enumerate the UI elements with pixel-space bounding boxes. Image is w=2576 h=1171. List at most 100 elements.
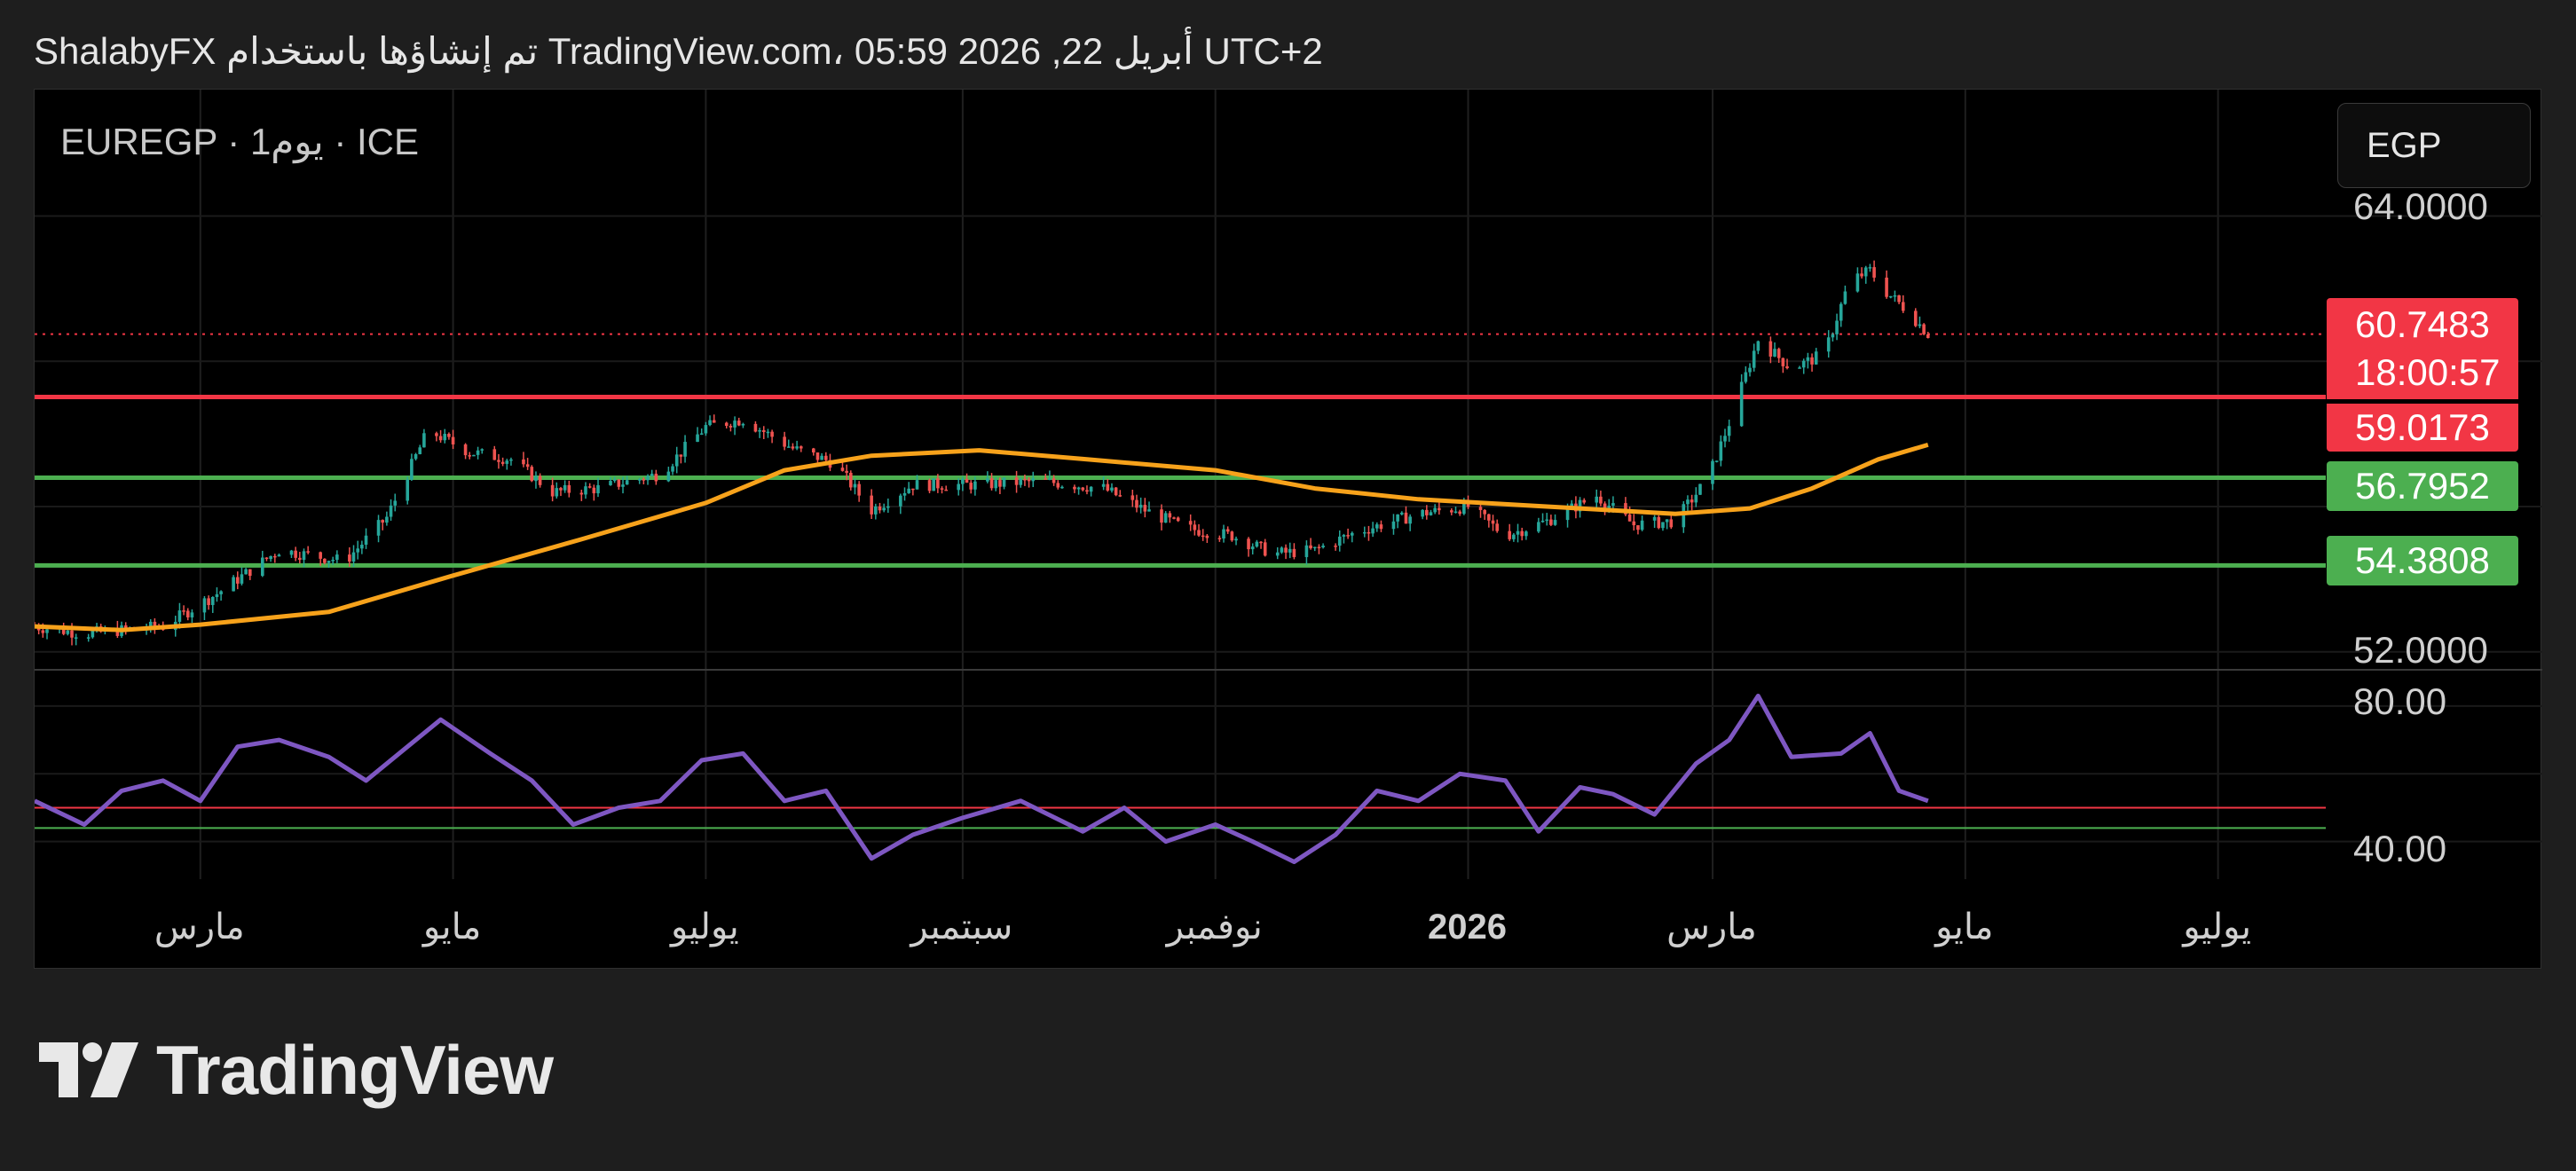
candle-body	[849, 472, 853, 488]
candle-body	[1814, 351, 1818, 365]
candle-body	[1247, 538, 1250, 550]
candle-body	[1798, 367, 1801, 369]
candle-body	[820, 455, 823, 460]
candle-body	[1193, 524, 1197, 530]
candle-body	[1019, 479, 1023, 485]
tradingview-logo[interactable]: TradingView	[39, 1031, 554, 1109]
candle-body	[1727, 426, 1731, 436]
candle-body	[596, 484, 600, 494]
candle-body	[1516, 530, 1520, 535]
candle-body	[609, 481, 612, 485]
resistance-price-tag: 59.0173	[2327, 404, 2518, 452]
candle-body	[1632, 521, 1636, 526]
candle-body	[1396, 514, 1399, 522]
candle-body	[1739, 381, 1744, 427]
candle-body	[1138, 505, 1143, 508]
time-tick-label: مايو	[422, 908, 482, 947]
candle-body	[621, 484, 625, 487]
candle-body	[1640, 520, 1644, 530]
candle-body	[406, 479, 410, 501]
candle-body	[1379, 524, 1383, 530]
candle-body	[1636, 525, 1640, 530]
candle-body	[1425, 509, 1429, 515]
candle-body	[1160, 509, 1163, 523]
candle-body	[1582, 499, 1587, 503]
candle-body	[232, 577, 235, 592]
chart-attribution-header: ShalabyFX تم إنشاؤها باستخدام TradingVie…	[34, 30, 1323, 72]
candle-body	[1682, 504, 1686, 528]
price-tick-label: 52.0000	[2353, 629, 2488, 671]
candle-body	[1081, 487, 1085, 491]
candle-body	[1114, 487, 1118, 496]
candle-body	[1367, 531, 1371, 534]
candle-body	[1225, 529, 1230, 532]
candle-body	[1259, 541, 1263, 544]
candle-body	[1462, 501, 1466, 515]
candle-body	[758, 429, 761, 432]
candle-body	[1863, 267, 1868, 277]
candle-body	[1176, 517, 1180, 522]
time-tick-label: سبتمبر	[910, 908, 1013, 947]
candle-body	[463, 444, 468, 456]
candle-body	[248, 569, 252, 577]
candle-body	[957, 483, 961, 491]
candle-body	[1056, 483, 1060, 488]
candle-body	[1168, 513, 1172, 518]
candle-body	[1280, 547, 1284, 553]
candle-body	[699, 433, 704, 436]
candle-body	[1868, 267, 1872, 269]
candle-body	[961, 479, 965, 484]
candle-body	[902, 492, 907, 496]
candle-body	[932, 478, 935, 491]
candle-body	[1855, 273, 1860, 292]
chart-canvas[interactable]	[35, 90, 2542, 970]
candle-body	[1230, 531, 1234, 541]
candle-body	[940, 488, 944, 490]
candle-body	[882, 507, 886, 511]
candle-body	[737, 420, 741, 426]
candle-body	[1089, 486, 1093, 492]
candle-body	[1888, 295, 1893, 298]
candle-body	[86, 637, 91, 639]
candle-body	[244, 569, 248, 575]
candle-body	[294, 550, 297, 558]
candle-body	[1044, 478, 1048, 480]
candle-body	[1694, 494, 1698, 503]
candle-body	[696, 434, 699, 443]
candle-body	[1756, 341, 1761, 351]
candle-body	[973, 481, 977, 490]
candle-body	[348, 554, 351, 562]
candle-body	[509, 459, 513, 461]
candle-body	[182, 610, 185, 612]
candle-body	[1843, 291, 1847, 304]
candle-body	[994, 480, 998, 489]
candle-body	[1752, 350, 1756, 368]
candle-body	[148, 621, 153, 630]
candle-body	[480, 449, 484, 451]
candle-body	[612, 479, 617, 482]
candle-body	[1624, 503, 1627, 515]
candle-body	[1810, 357, 1814, 365]
candle-body	[1723, 436, 1727, 442]
candle-body	[327, 561, 331, 563]
tradingview-logo-text: TradingView	[156, 1030, 554, 1109]
candle-body	[1835, 320, 1839, 334]
candle-body	[753, 423, 758, 432]
candle-body	[1085, 490, 1089, 492]
price-tick-label: 64.0000	[2353, 185, 2488, 227]
candle-body	[766, 431, 770, 434]
candle-body	[240, 574, 244, 584]
candle-body	[177, 610, 182, 622]
candle-body	[1027, 479, 1031, 482]
candle-body	[70, 630, 74, 638]
time-tick-label: 2026	[1428, 908, 1507, 947]
candle-body	[1201, 535, 1205, 538]
symbol-label[interactable]: EUREGP · 1يوم · ICE	[60, 121, 420, 162]
candle-body	[1549, 519, 1553, 525]
currency-button[interactable]: EGP	[2337, 103, 2531, 188]
candle-body	[1404, 512, 1408, 524]
candle-body	[123, 625, 128, 629]
candle-body	[1222, 529, 1225, 539]
candle-body	[729, 426, 733, 428]
candle-body	[185, 610, 190, 617]
